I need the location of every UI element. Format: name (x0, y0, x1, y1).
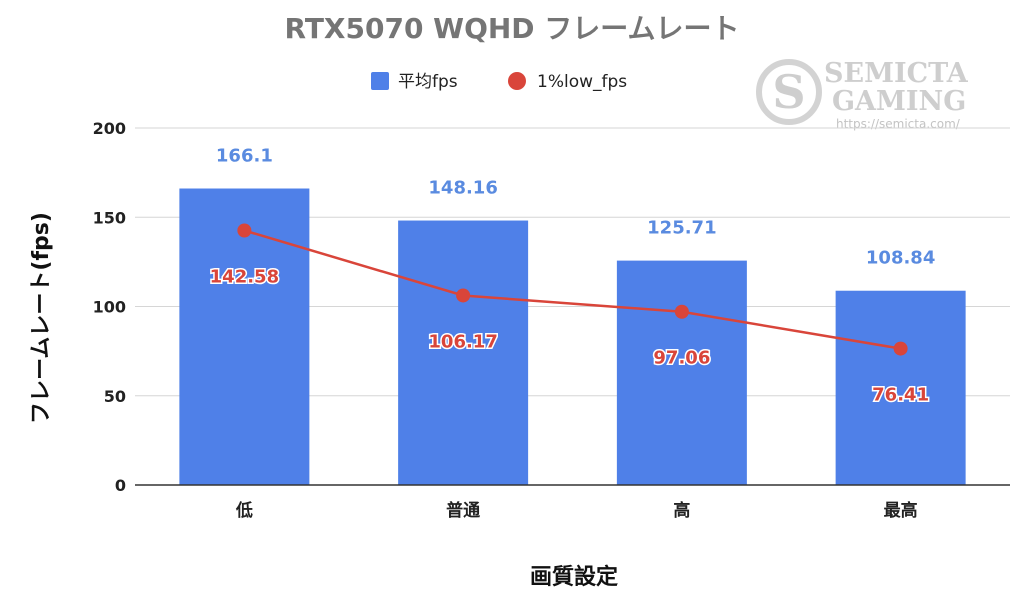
y-tick-label: 50 (104, 387, 126, 406)
x-category-label: 最高 (884, 500, 918, 521)
line-point (237, 223, 252, 238)
line-series (237, 223, 908, 356)
legend: 平均fps 1%low_fps (371, 72, 627, 92)
bars (179, 188, 966, 485)
line-point (456, 288, 471, 303)
watermark-logo: S SEMICTA GAMING https://semicta.com/ (756, 58, 969, 131)
bar (616, 260, 747, 485)
watermark-line2: GAMING (832, 86, 966, 117)
legend-label-avg: 平均fps (398, 72, 458, 92)
watermark-line1: SEMICTA (824, 58, 969, 89)
bar-value-label: 148.16 (428, 178, 497, 199)
bar (398, 220, 529, 485)
chart-title: RTX5070 WQHD フレームレート (285, 12, 740, 45)
watermark-url: https://semicta.com/ (836, 117, 961, 131)
legend-label-low: 1%low_fps (537, 72, 627, 92)
x-category-label: 普通 (446, 500, 480, 521)
bar-value-label: 108.84 (866, 248, 935, 269)
bar (179, 188, 310, 485)
chart-title-group: RTX5070 WQHD フレームレート (285, 12, 740, 45)
y-axis-title: フレームレート(fps) (29, 212, 54, 424)
bar (835, 290, 966, 485)
line-point (674, 304, 689, 319)
legend-swatch-low (508, 72, 526, 90)
bar-value-label: 166.1 (216, 146, 273, 167)
series-line-low (244, 229, 901, 350)
watermark-emblem-letter: S (772, 65, 805, 119)
x-axis-title: 画質設定 (530, 564, 618, 590)
y-axis-ticks: 0 50 100 150 200 (93, 119, 126, 495)
bar-value-labels: 166.1 148.16 125.71 108.84 (216, 146, 935, 269)
x-axis-categories: 低 普通 高 最高 (235, 500, 918, 521)
line-value-label: 142.58 (210, 266, 279, 287)
line-point (893, 341, 908, 356)
bar-value-label: 125.71 (647, 218, 716, 239)
line-value-labels: 142.58 106.17 97.06 76.41 (208, 265, 930, 407)
line-value-label: 97.06 (653, 348, 710, 369)
y-tick-label: 150 (93, 208, 126, 227)
x-category-label: 低 (235, 500, 253, 521)
watermark-emblem-icon (756, 59, 822, 125)
legend-swatch-avg (371, 72, 389, 90)
y-tick-label: 200 (93, 119, 126, 138)
y-tick-label: 0 (115, 476, 126, 495)
line-value-label: 106.17 (428, 331, 497, 352)
line-value-label: 76.41 (872, 385, 929, 406)
y-tick-label: 100 (93, 298, 126, 317)
x-category-label: 高 (673, 500, 690, 521)
